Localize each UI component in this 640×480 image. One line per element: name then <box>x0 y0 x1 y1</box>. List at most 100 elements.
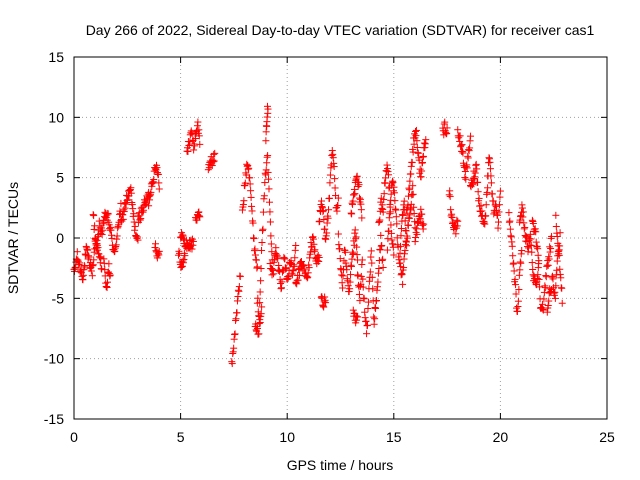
data-point <box>322 299 330 307</box>
data-point <box>385 171 393 179</box>
data-point <box>191 142 199 150</box>
data-point <box>419 152 427 160</box>
data-point <box>347 262 355 270</box>
data-point <box>85 253 93 261</box>
data-point <box>323 229 331 237</box>
data-point <box>351 226 359 234</box>
data-point <box>235 283 243 291</box>
chart-title: Day 266 of 2022, Sidereal Day-to-day VTE… <box>86 22 595 38</box>
data-point <box>379 264 387 272</box>
data-point <box>422 136 430 144</box>
data-point <box>539 306 547 314</box>
data-point <box>134 236 142 244</box>
data-point <box>374 278 382 286</box>
data-point <box>370 313 378 321</box>
data-point <box>410 140 418 148</box>
y-tick-label: 15 <box>48 49 64 65</box>
data-point <box>484 184 492 192</box>
data-point <box>519 208 527 216</box>
data-point <box>127 189 135 197</box>
data-point <box>462 175 470 183</box>
data-point <box>464 154 472 162</box>
data-point <box>252 256 260 264</box>
data-point <box>265 175 273 183</box>
data-point <box>488 190 496 198</box>
data-point <box>534 251 542 259</box>
data-point <box>515 286 523 294</box>
data-point <box>358 256 366 264</box>
data-point <box>266 218 274 226</box>
data-point <box>263 113 271 121</box>
data-point <box>461 168 469 176</box>
data-point <box>330 163 338 171</box>
y-tick-label: -10 <box>44 351 64 367</box>
data-point <box>258 246 266 254</box>
data-point <box>261 179 269 187</box>
data-point <box>264 168 272 176</box>
data-point <box>418 210 426 218</box>
data-point <box>230 344 238 352</box>
data-point <box>552 211 560 219</box>
data-point <box>392 213 400 221</box>
data-point <box>495 208 503 216</box>
data-point <box>358 214 366 222</box>
data-point <box>441 118 449 126</box>
data-point <box>382 174 390 182</box>
data-point <box>259 225 267 233</box>
data-point <box>363 330 371 338</box>
data-point <box>360 295 368 303</box>
data-point <box>392 206 400 214</box>
data-point <box>510 267 518 275</box>
data-point <box>398 270 406 278</box>
data-point <box>269 270 277 278</box>
data-point <box>129 205 137 213</box>
data-point <box>396 249 404 257</box>
data-point <box>506 217 514 225</box>
data-point <box>558 284 566 292</box>
data-point <box>367 253 375 261</box>
x-tick-label: 25 <box>599 429 615 445</box>
data-point <box>443 124 451 132</box>
data-point <box>404 221 412 229</box>
data-point <box>512 290 520 298</box>
data-point <box>130 210 138 218</box>
data-point <box>249 219 257 227</box>
data-point <box>353 243 361 251</box>
data-point <box>555 251 563 259</box>
data-point <box>254 294 262 302</box>
data-point <box>380 190 388 198</box>
x-tick-label: 20 <box>493 429 509 445</box>
data-point <box>404 201 412 209</box>
data-point <box>400 264 408 272</box>
data-point <box>292 241 300 249</box>
data-point <box>257 277 265 285</box>
data-point <box>474 188 482 196</box>
x-tick-label: 10 <box>279 429 295 445</box>
data-point <box>190 146 198 154</box>
data-point <box>410 203 418 211</box>
data-point <box>153 254 161 262</box>
data-point <box>510 259 518 267</box>
data-point <box>253 263 261 271</box>
data-point <box>258 239 266 247</box>
data-point <box>367 247 375 255</box>
data-point <box>407 170 415 178</box>
data-point <box>359 275 367 283</box>
data-point <box>210 157 218 165</box>
data-point <box>211 149 219 157</box>
data-point <box>346 285 354 293</box>
data-point <box>256 288 264 296</box>
data-point <box>402 238 410 246</box>
data-point <box>412 126 420 134</box>
data-point <box>355 181 363 189</box>
data-point <box>348 210 356 218</box>
y-tick-label: 5 <box>56 170 64 186</box>
data-point <box>529 220 537 228</box>
data-point <box>454 126 462 134</box>
data-point <box>339 284 347 292</box>
data-point <box>505 209 513 217</box>
data-point <box>196 213 204 221</box>
data-point <box>356 297 364 305</box>
data-point <box>106 271 114 279</box>
